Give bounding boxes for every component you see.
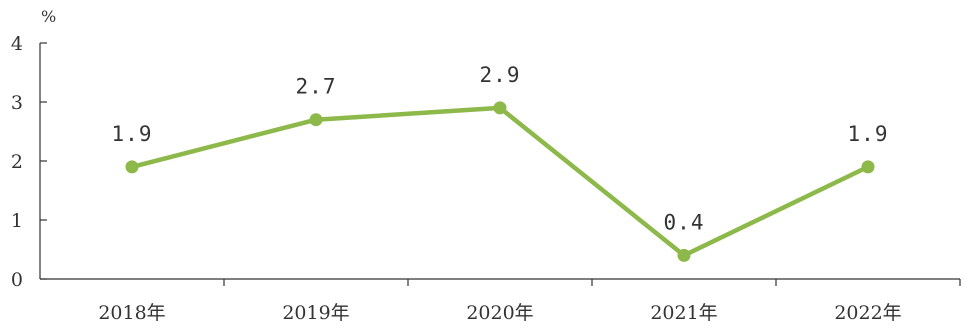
- data-label: 1.9: [112, 122, 153, 146]
- y-tick-label: 2: [11, 151, 23, 173]
- x-tick-label: 2018年: [98, 302, 165, 324]
- data-point: [309, 113, 323, 127]
- data-labels-group: 1.9 2.7 2.9 0.4 1.9: [112, 63, 889, 234]
- series-group: [125, 101, 875, 262]
- data-label: 2.7: [296, 75, 337, 99]
- data-point: [677, 248, 691, 262]
- y-tick-label: 4: [11, 33, 23, 55]
- data-point: [125, 160, 139, 174]
- y-tick-label: 0: [11, 269, 23, 291]
- y-tick-label: 3: [11, 92, 23, 114]
- x-tick-label: 2021年: [650, 302, 717, 324]
- x-axis-ticks: 2018年 2019年 2020年 2021年 2022年: [98, 279, 961, 324]
- data-label: 1.9: [848, 122, 889, 146]
- data-label: 0.4: [664, 210, 705, 234]
- data-label: 2.9: [480, 63, 521, 87]
- x-tick-label: 2022年: [834, 302, 901, 324]
- y-axis-unit-label: %: [41, 7, 56, 26]
- series-line: [129, 105, 871, 258]
- x-tick-label: 2019年: [282, 302, 349, 324]
- y-axis-ticks: 0 1 2 3 4: [11, 33, 47, 291]
- data-point: [861, 160, 875, 174]
- x-tick-label: 2020年: [466, 302, 533, 324]
- data-point: [493, 101, 507, 115]
- y-tick-label: 1: [11, 210, 23, 232]
